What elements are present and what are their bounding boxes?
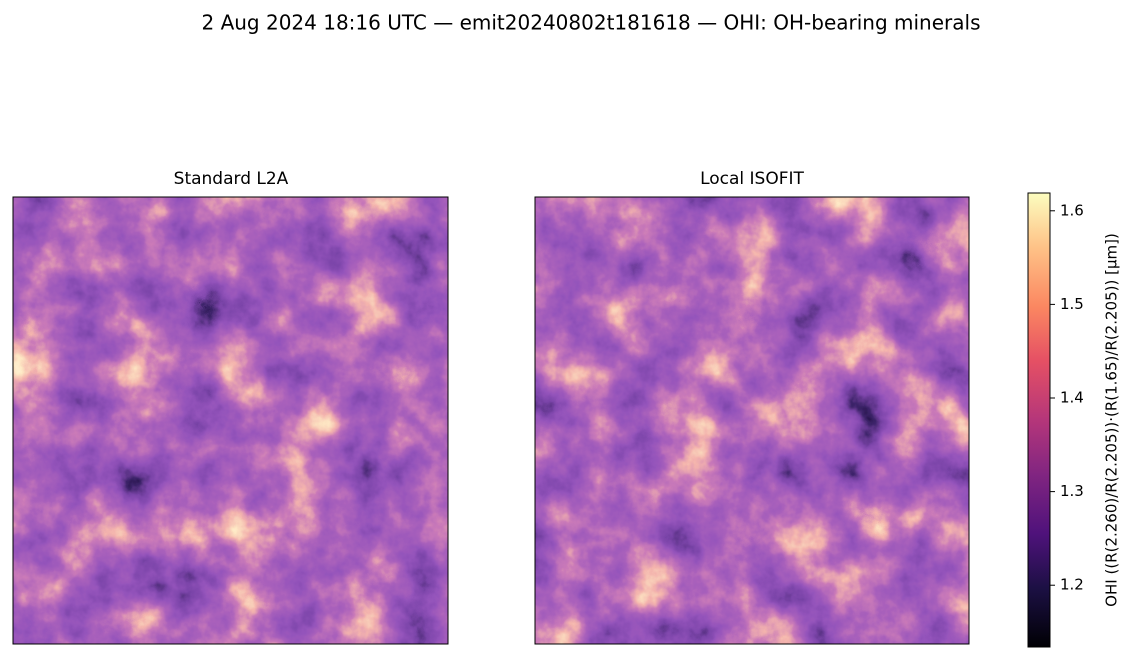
tick-label: 1.5 [1060, 295, 1084, 313]
colorbar-label: OHI ((R(2.260)/R(2.205))·(R(1.65)/R(2.20… [1103, 233, 1121, 607]
colorbar-ticks: 1.2 1.3 1.4 1.5 1.6 [1050, 201, 1084, 594]
image-panel [13, 197, 448, 644]
tick-label: 1.3 [1060, 482, 1084, 500]
panel-title: Standard L2A [174, 169, 289, 189]
panel-frame [12, 196, 449, 645]
tick-label: 1.4 [1060, 389, 1084, 407]
tick-label: 1.2 [1060, 576, 1084, 594]
figure-title: 2 Aug 2024 18:16 UTC — emit20240802t1816… [201, 11, 980, 35]
panel-frame [534, 196, 970, 645]
image-panel [535, 197, 969, 644]
panel-title: Local ISOFIT [700, 169, 804, 189]
tick-label: 1.6 [1060, 201, 1084, 219]
colorbar [1027, 192, 1051, 648]
